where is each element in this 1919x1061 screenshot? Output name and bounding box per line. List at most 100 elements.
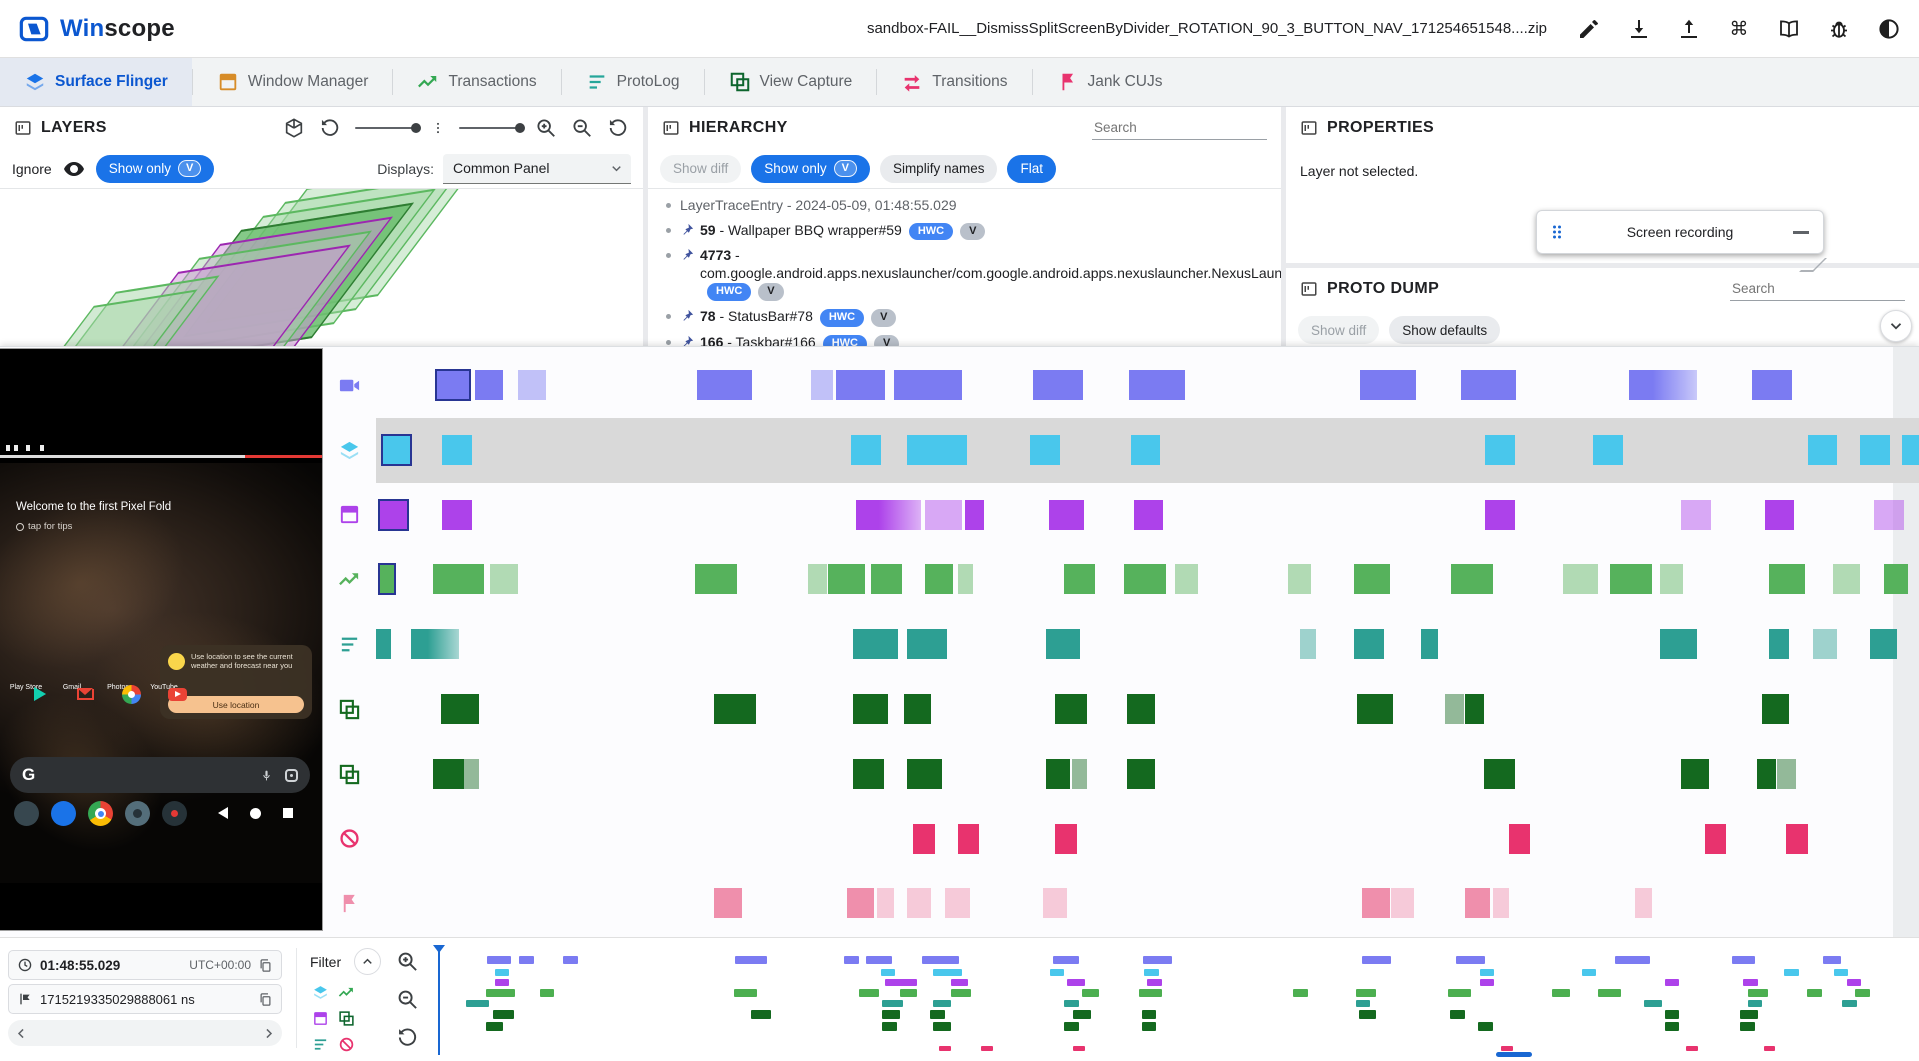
timeline-track[interactable] — [376, 483, 1919, 548]
reset-view-icon[interactable] — [607, 117, 629, 139]
copy-icon[interactable] — [258, 992, 273, 1007]
trace-entry-block[interactable] — [1130, 434, 1160, 465]
zoom-out-icon[interactable] — [396, 988, 419, 1011]
trace-entry-block[interactable] — [1071, 758, 1088, 789]
trace-entry-block[interactable] — [1124, 564, 1166, 595]
trace-entry-block[interactable] — [1048, 499, 1085, 530]
trace-entry-block[interactable] — [906, 888, 932, 919]
trace-entry-block[interactable] — [713, 888, 742, 919]
trace-entry-block[interactable] — [1485, 434, 1515, 465]
trace-entry-block[interactable] — [1610, 564, 1653, 595]
timeline-track[interactable] — [376, 353, 1919, 418]
trace-entry-block[interactable] — [828, 564, 866, 595]
minimap-cursor[interactable] — [432, 945, 445, 1055]
trace-entry-block[interactable] — [1360, 370, 1416, 400]
trace-entry-block[interactable] — [957, 823, 980, 854]
trace-entry-block[interactable] — [846, 888, 875, 919]
trace-entry-block[interactable] — [1460, 370, 1517, 400]
back-button[interactable] — [218, 807, 228, 819]
screen-recording-preview[interactable]: Welcome to the first Pixel Fold tap for … — [0, 348, 323, 931]
trace-entry-block[interactable] — [1033, 370, 1083, 400]
displays-select[interactable]: Common Panel — [443, 153, 631, 184]
shortcuts-icon[interactable]: ⌘ — [1727, 17, 1751, 41]
edit-icon[interactable] — [1577, 17, 1601, 41]
trace-entry-block[interactable] — [871, 564, 903, 595]
dock-icon-5[interactable] — [162, 801, 187, 826]
timeline-row-view-capture-taskbar[interactable] — [0, 677, 1919, 742]
zoom-out-icon[interactable] — [571, 117, 593, 139]
trace-entry-block[interactable] — [1681, 758, 1710, 789]
filter-protolog-icon[interactable] — [312, 1036, 329, 1053]
trace-entry-block[interactable] — [1045, 758, 1071, 789]
video-scrubber[interactable] — [0, 445, 322, 463]
pin-icon[interactable] — [680, 222, 695, 237]
cube-3d-icon[interactable] — [283, 117, 305, 139]
trace-entry-block[interactable] — [903, 693, 932, 724]
trace-entry-block[interactable] — [835, 370, 886, 400]
tree-node[interactable]: 4773 - com.google.android.apps.nexuslaun… — [666, 247, 1281, 301]
trace-entry-block[interactable] — [1769, 564, 1805, 595]
camera-icon[interactable] — [125, 801, 150, 826]
trace-entry-block[interactable] — [1832, 564, 1861, 595]
messages-icon[interactable] — [51, 801, 76, 826]
trace-entry-block[interactable] — [1764, 499, 1794, 530]
timeline-track[interactable] — [376, 807, 1919, 872]
trace-entry-block[interactable] — [877, 888, 895, 919]
trace-entry-block[interactable] — [1769, 629, 1790, 660]
proto-dump-search-input[interactable] — [1730, 277, 1905, 301]
timeline-row-surface-flinger[interactable] — [0, 417, 1919, 483]
trace-entry-block[interactable] — [808, 564, 827, 595]
dock-icon-1[interactable] — [14, 801, 39, 826]
filter-surface-flinger-icon[interactable] — [312, 984, 329, 1001]
timeline-row-window-manager[interactable] — [0, 483, 1919, 548]
report-bug-icon[interactable] — [1827, 17, 1851, 41]
flat-button[interactable]: Flat — [1007, 154, 1056, 183]
rotation-slider[interactable] — [355, 123, 421, 133]
download-icon[interactable] — [1627, 17, 1651, 41]
trace-entry-block[interactable] — [1445, 693, 1464, 724]
tab-jank-cujs[interactable]: Jank CUJs — [1033, 58, 1187, 106]
trace-entry-block[interactable] — [957, 564, 974, 595]
pin-icon[interactable] — [680, 334, 695, 346]
lens-icon[interactable] — [285, 768, 298, 782]
trace-entry-block[interactable] — [695, 564, 738, 595]
tree-node[interactable]: 166 - Taskbar#166 HWC V — [666, 334, 1267, 346]
trace-entry-block[interactable] — [1593, 434, 1623, 465]
pin-icon[interactable] — [680, 247, 695, 262]
trace-entry-block[interactable] — [1752, 370, 1793, 400]
drag-handle-icon[interactable] — [1547, 222, 1567, 242]
timeline-track[interactable] — [376, 612, 1919, 677]
rotate-icon[interactable] — [319, 117, 341, 139]
trace-entry-block[interactable] — [1508, 823, 1531, 854]
show-only-v-button[interactable]: Show only V — [751, 154, 870, 183]
trace-entry-block[interactable] — [1628, 370, 1697, 400]
trace-entry-block[interactable] — [376, 629, 392, 660]
timeline-horizontal-scrollbar[interactable] — [8, 1020, 282, 1046]
trace-entry-block[interactable] — [1300, 629, 1316, 660]
tab-transitions[interactable]: Transitions — [877, 58, 1031, 106]
trace-entry-block[interactable] — [1777, 758, 1796, 789]
trace-entry-block[interactable] — [1874, 499, 1904, 530]
trace-entry-block[interactable] — [1030, 434, 1060, 465]
timeline-track[interactable] — [376, 742, 1919, 807]
trace-entry-block[interactable] — [474, 370, 503, 400]
trace-entry-block[interactable] — [925, 499, 963, 530]
google-search-bar[interactable]: G — [10, 757, 310, 793]
chevron-left-icon[interactable] — [14, 1026, 29, 1041]
trace-entry-block[interactable] — [1659, 564, 1683, 595]
tab-protolog[interactable]: ProtoLog — [562, 58, 704, 106]
trace-entry-block[interactable] — [1812, 629, 1838, 660]
mic-icon[interactable] — [260, 769, 273, 782]
trace-entry-block[interactable] — [1493, 888, 1509, 919]
trace-entry-block[interactable] — [1883, 564, 1909, 595]
trace-entry-block[interactable] — [1042, 888, 1068, 919]
trace-entry-block[interactable] — [811, 370, 833, 400]
trace-entry-block[interactable] — [411, 629, 460, 660]
app-gmail[interactable]: Gmail — [54, 681, 94, 700]
trace-entry-block[interactable] — [925, 564, 954, 595]
timeline-row-transactions[interactable] — [0, 547, 1919, 612]
trace-entry-block[interactable] — [1175, 564, 1199, 595]
simplify-names-button[interactable]: Simplify names — [879, 154, 998, 183]
filter-transactions-icon[interactable] — [338, 984, 355, 1001]
trace-entry-block[interactable] — [1902, 434, 1919, 465]
